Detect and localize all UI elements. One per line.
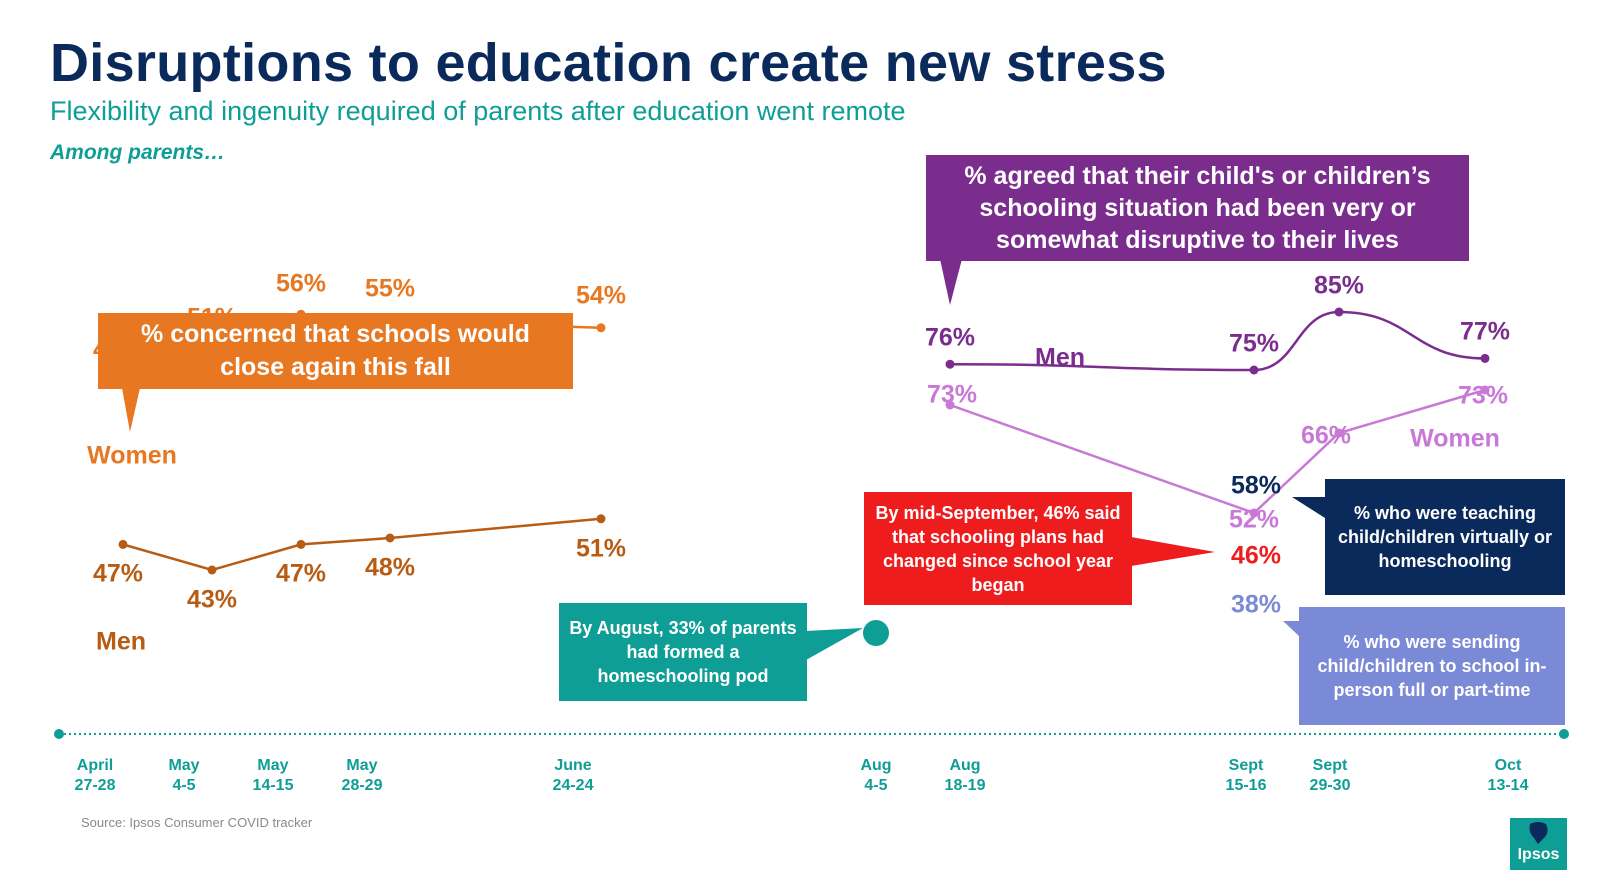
- men-disruptive-label: 76%: [924, 323, 976, 352]
- men-concerned-line: [122, 517, 602, 572]
- ipsos-logo-mark-icon: [1529, 822, 1548, 844]
- women-disruptive-point: [1334, 428, 1344, 438]
- concerned-callout: % concerned that schools would close aga…: [98, 313, 573, 389]
- timeline-tick-month: May: [168, 757, 200, 774]
- inperson-callout-pointer: [1283, 621, 1299, 636]
- pod-callout-pointer: [806, 628, 863, 660]
- men-concerned-label: 48%: [364, 553, 416, 582]
- women-concerned-label: 46%: [92, 335, 144, 364]
- women-disruptive-point: [1249, 508, 1259, 518]
- timeline-tick-label: June 24-24: [553, 756, 594, 796]
- among-parents-label: Among parents…: [50, 141, 226, 164]
- women-concerned-point: [596, 323, 606, 333]
- women-concerned-label: 54%: [575, 281, 627, 310]
- timeline-tick-month: May: [257, 757, 289, 774]
- men-disruptive-label: 85%: [1313, 271, 1365, 300]
- plans-changed-callout: By mid-September, 46% said that schoolin…: [864, 492, 1132, 605]
- men-disruptive-label: 75%: [1228, 329, 1280, 358]
- timeline-tick-days: 4-5: [864, 777, 888, 794]
- timeline-tick-month: Aug: [949, 757, 981, 774]
- timeline-tick-label: Sept 15-16: [1226, 756, 1267, 796]
- timeline-tick-days: 15-16: [1225, 777, 1267, 794]
- timeline-tick-month: Sept: [1312, 757, 1348, 774]
- timeline-tick-month: Sept: [1228, 757, 1264, 774]
- timeline-tick-label: Aug 4-5: [860, 756, 891, 796]
- ipsos-logo: Ipsos: [1510, 818, 1567, 870]
- timeline-tick-days: 4-5: [172, 777, 196, 794]
- timeline-tick-days: 27-28: [74, 777, 116, 794]
- timeline-tick-days: 24-24: [552, 777, 594, 794]
- timeline-tick-month: June: [554, 757, 592, 774]
- page-subtitle: Flexibility and ingenuity required of pa…: [50, 96, 906, 126]
- women-concerned-label: 51%: [186, 303, 238, 332]
- source-note: Source: Ipsos Consumer COVID tracker: [81, 815, 313, 830]
- concerned-callout-pointer: [122, 388, 140, 432]
- timeline-tick-label: Aug 18-19: [945, 756, 986, 796]
- men-concerned-label: 51%: [575, 534, 627, 563]
- men-disruptive-point: [1480, 353, 1490, 363]
- timeline-tick-days: 29-30: [1309, 777, 1351, 794]
- in_person-value-label: 38%: [1230, 590, 1282, 619]
- men-concerned-label: 47%: [92, 559, 144, 588]
- disruptive-lines: [945, 307, 1490, 518]
- timeline-tick-label: May 4-5: [168, 756, 199, 796]
- timeline-tick-month: April: [76, 757, 114, 774]
- men-concerned-point: [385, 533, 395, 543]
- virtual-value-label: 58%: [1230, 471, 1282, 500]
- disruptive-callout: % agreed that their child's or children’…: [926, 155, 1469, 261]
- women-concerned-label: 56%: [275, 269, 327, 298]
- timeline-tick-label: May 14-15: [253, 756, 294, 796]
- timeline-tick-days: 18-19: [944, 777, 986, 794]
- timeline-start-dot: [54, 729, 64, 739]
- men-disruptive-label: 77%: [1459, 317, 1511, 346]
- women-concerned-label: 55%: [364, 274, 416, 303]
- men-disruptive-point: [945, 359, 955, 369]
- women-disruptive-label: 52%: [1228, 505, 1280, 534]
- men-series-name: Men: [96, 627, 146, 656]
- ipsos-logo-text: Ipsos: [1517, 846, 1560, 863]
- women-disruptive-label: 73%: [926, 380, 978, 409]
- women-disruptive-point: [945, 400, 955, 410]
- men-concerned-point: [118, 539, 128, 549]
- women-disruptive-label: 73%: [1457, 381, 1509, 410]
- women-disruptive-name: Women: [1410, 424, 1500, 453]
- timeline-tick-month: May: [346, 757, 378, 774]
- in-person-callout: % who were sending child/children to sch…: [1299, 607, 1565, 725]
- page-title: Disruptions to education create new stre…: [50, 33, 1167, 93]
- plans_changed-value-label: 46%: [1230, 541, 1282, 570]
- timeline-tick-days: 13-14: [1487, 777, 1529, 794]
- women-disruptive-point: [1480, 385, 1490, 395]
- pod-data-point: [863, 620, 889, 646]
- women-series-name: Women: [87, 441, 177, 470]
- timeline-tick-days: 28-29: [341, 777, 383, 794]
- timeline-tick-days: 14-15: [252, 777, 294, 794]
- virtual-teaching-callout: % who were teaching child/children virtu…: [1325, 479, 1565, 595]
- women-disruptive-line: [949, 388, 1486, 515]
- plans-callout-pointer: [1131, 537, 1215, 566]
- men-concerned-point: [296, 539, 306, 549]
- men-disruptive-line: [949, 310, 1486, 372]
- timeline-tick-label: Oct 13-14: [1488, 756, 1529, 796]
- timeline-end-dot: [1559, 729, 1569, 739]
- women-disruptive-label: 66%: [1300, 421, 1352, 450]
- virtual-callout-pointer: [1292, 497, 1325, 518]
- men-concerned-point: [207, 565, 217, 575]
- homeschool-pod-callout: By August, 33% of parents had formed a h…: [559, 603, 807, 701]
- timeline-tick-label: May 28-29: [342, 756, 383, 796]
- men-concerned-label: 47%: [275, 559, 327, 588]
- men-concerned-label: 43%: [186, 585, 238, 614]
- men-disruptive-point: [1249, 365, 1259, 375]
- men-disruptive-point: [1334, 307, 1344, 317]
- timeline-tick-label: Sept 29-30: [1310, 756, 1351, 796]
- men-concerned-point: [596, 514, 606, 524]
- disruptive-callout-pointer: [940, 259, 962, 305]
- timeline-tick-month: Aug: [860, 757, 892, 774]
- timeline-tick-month: Oct: [1494, 757, 1522, 774]
- timeline-tick-label: April 27-28: [75, 756, 116, 796]
- men-disruptive-name: Men: [1035, 343, 1085, 372]
